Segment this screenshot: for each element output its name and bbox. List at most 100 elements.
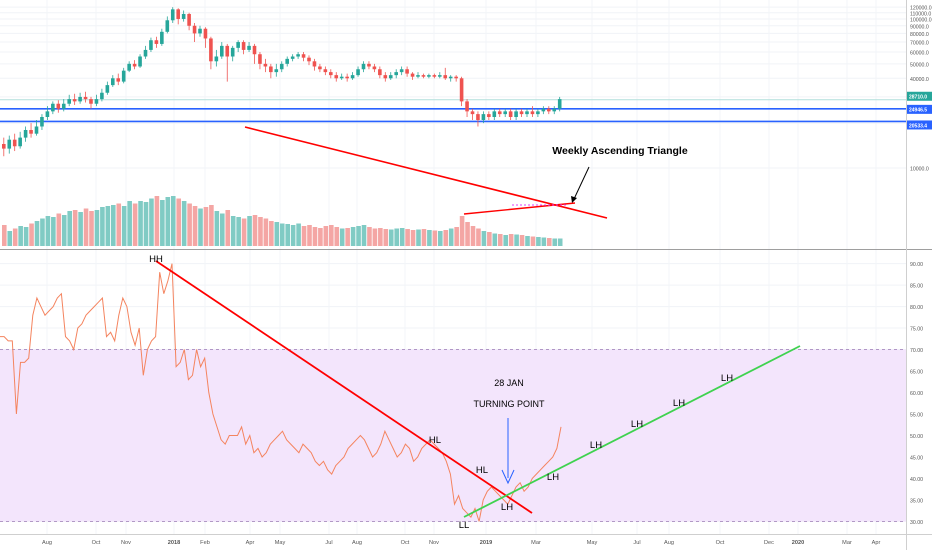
- horizontal-support-lines[interactable]: [0, 99, 906, 123]
- candle-body: [176, 9, 180, 19]
- volume-bar: [525, 236, 530, 246]
- volume-bar: [23, 227, 29, 246]
- volume-bar: [100, 207, 105, 246]
- volume-bar: [78, 212, 83, 246]
- time-tick-label: 2018: [168, 540, 180, 546]
- candle-body: [459, 78, 464, 102]
- candle-body: [312, 61, 317, 67]
- candle-body: [323, 69, 328, 73]
- volume-bar: [476, 228, 481, 246]
- rsi-tick-label: 30.00: [910, 520, 923, 526]
- rsi-tick-label: 70.00: [910, 348, 923, 354]
- rsi-annotation-label: LH: [631, 419, 643, 430]
- volume-bar: [12, 228, 18, 246]
- rsi-tick-label: 50.00: [910, 434, 923, 440]
- candle-body: [198, 28, 202, 34]
- time-tick-label: Mar: [842, 540, 852, 546]
- volume-bar: [427, 230, 432, 246]
- candle-body: [399, 69, 404, 73]
- volume-bar: [181, 201, 187, 246]
- rsi-annotation-label: LH: [721, 373, 733, 384]
- candle-body: [508, 111, 513, 117]
- time-tick-label: Aug: [664, 540, 674, 546]
- price-tick-label: 60000.0: [910, 51, 929, 57]
- price-badge: [907, 91, 932, 101]
- price-tick-label: 100000.0: [910, 17, 932, 23]
- candle-body: [236, 42, 240, 48]
- volume-bar: [127, 201, 132, 246]
- candle-body: [121, 70, 126, 82]
- volume-bar: [29, 223, 34, 246]
- candle-body: [519, 111, 524, 115]
- volume-bar: [399, 228, 405, 246]
- volume-bar: [356, 226, 361, 246]
- time-tick-label: Oct: [401, 540, 410, 546]
- volume-bar: [508, 234, 514, 246]
- volume-bar: [72, 210, 78, 246]
- volume-bar: [285, 224, 290, 246]
- price-axis-bg: [906, 0, 932, 550]
- candle-body: [296, 54, 300, 57]
- trend-drawings[interactable]: [155, 126, 801, 518]
- candle-body: [220, 45, 224, 57]
- annotation-arrow-head: [571, 196, 577, 203]
- candle-body: [329, 72, 333, 76]
- volume-bar: [61, 215, 67, 246]
- turning-point-arrow-head: [501, 469, 515, 485]
- candle-body: [100, 92, 104, 100]
- time-tick-label: 2020: [792, 540, 804, 546]
- candle-body: [89, 99, 93, 104]
- candle-body: [116, 78, 121, 82]
- price-tick-label: 80000.0: [910, 32, 929, 38]
- volume-bar: [170, 196, 176, 246]
- candle-body: [372, 66, 377, 70]
- candle-body: [72, 99, 77, 102]
- volume-bar: [454, 227, 459, 246]
- candle-body: [78, 96, 82, 102]
- candle-body: [427, 75, 431, 77]
- volume-bar: [45, 216, 51, 246]
- volume-bar: [350, 227, 356, 246]
- volume-bar: [154, 196, 160, 246]
- candle-body: [443, 75, 448, 79]
- candle-body: [536, 111, 540, 115]
- candle-body: [514, 111, 518, 117]
- time-tick-label: Feb: [200, 540, 210, 546]
- volume-bar: [89, 211, 94, 246]
- candle-body: [230, 47, 235, 57]
- volume-bar: [497, 234, 503, 246]
- rsi-annotation-label: HL: [429, 435, 441, 446]
- time-tick-label: Aug: [352, 540, 362, 546]
- volume-bar: [143, 202, 149, 246]
- candle-body: [105, 85, 110, 93]
- candle-body: [225, 45, 230, 57]
- candle-body: [132, 63, 137, 67]
- candle-body: [345, 76, 349, 79]
- volume-bar: [470, 226, 476, 246]
- candle-body: [497, 111, 502, 115]
- candlestick-series: [2, 7, 562, 157]
- volume-bar: [192, 206, 198, 246]
- volume-bar: [383, 229, 389, 246]
- candle-body: [203, 28, 208, 39]
- volume-bar: [367, 227, 372, 246]
- candle-body: [465, 101, 469, 112]
- candle-body: [547, 108, 551, 112]
- time-tick-label: Mar: [531, 540, 541, 546]
- price-tick-label: 50000.0: [910, 62, 929, 68]
- volume-bar: [519, 235, 525, 246]
- volume-bar: [307, 225, 312, 246]
- candle-body: [405, 69, 409, 74]
- ascending-triangle-label: Weekly Ascending Triangle: [552, 145, 688, 157]
- volume-bar: [236, 217, 241, 246]
- volume-bar: [290, 225, 296, 246]
- price-badge-label: 20533.4: [909, 123, 927, 129]
- candle-body: [252, 45, 257, 55]
- volume-bar: [252, 215, 258, 246]
- volume-bar: [465, 222, 470, 246]
- candle-body: [481, 114, 486, 121]
- candle-body: [454, 76, 458, 79]
- time-tick-label: Apr: [246, 540, 255, 546]
